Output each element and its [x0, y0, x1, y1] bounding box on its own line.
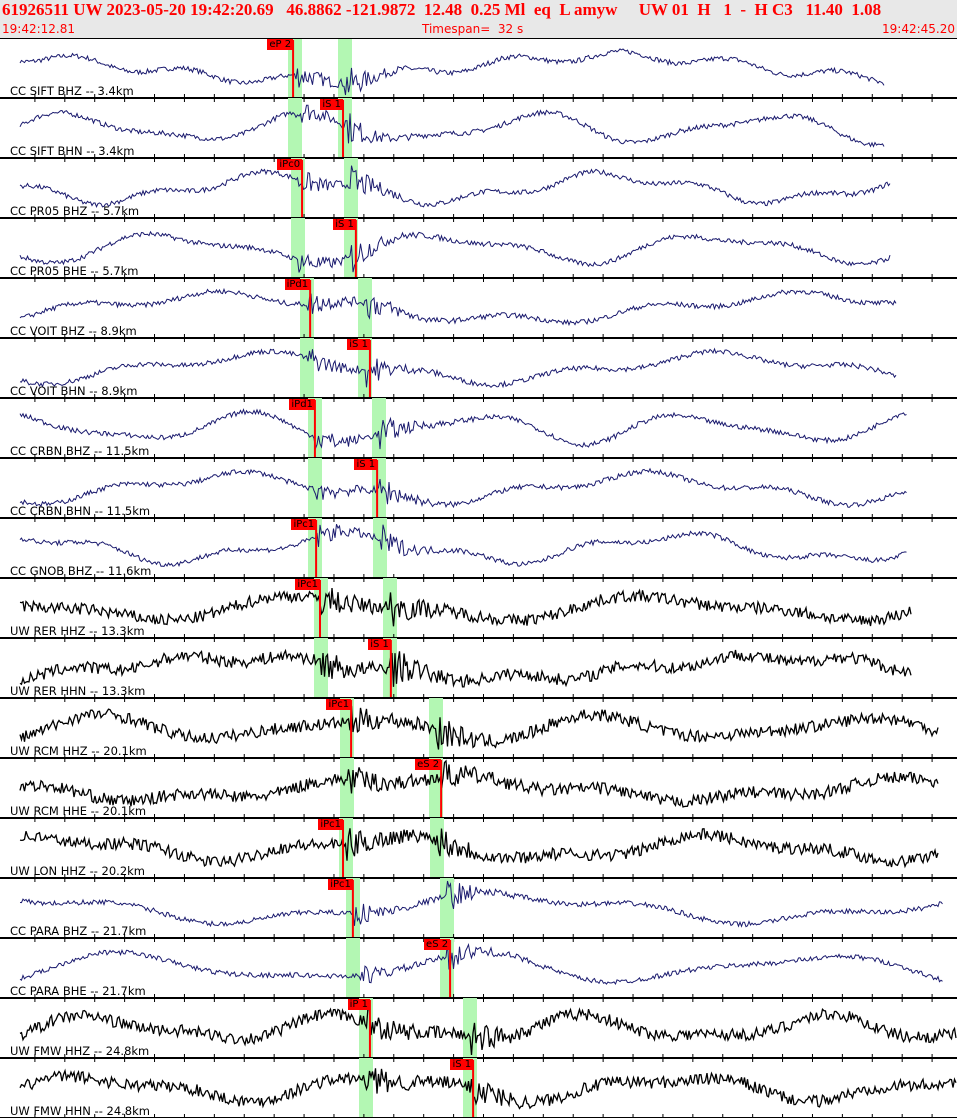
- pick-label[interactable]: iS 1: [368, 639, 391, 650]
- waveform: [19, 48, 885, 96]
- s-window: [372, 458, 386, 518]
- p-window: [291, 218, 305, 278]
- s-window: [344, 158, 358, 218]
- pick-label[interactable]: iP 1: [347, 999, 370, 1010]
- event-summary: 61926511 UW 2023-05-20 19:42:20.69 46.88…: [2, 0, 882, 19]
- waveform: [19, 759, 939, 808]
- pick-label[interactable]: iPc1: [328, 879, 353, 890]
- trace-label: UW FMW HHZ -- 24.8km: [10, 1044, 150, 1058]
- trace-label: UW RCM HHZ -- 20.1km: [10, 744, 147, 758]
- waveform: [19, 347, 897, 389]
- trace-6[interactable]: [19, 338, 897, 398]
- s-window: [358, 278, 372, 338]
- trace-4[interactable]: [19, 218, 891, 278]
- trace-label: UW RER HHN -- 13.3km: [10, 684, 146, 698]
- waveform: [19, 104, 885, 148]
- event-header: 61926511 UW 2023-05-20 19:42:20.69 46.88…: [0, 0, 957, 38]
- pick-label[interactable]: iPc1: [291, 519, 317, 530]
- pick-label[interactable]: iPc1: [318, 819, 344, 830]
- trace-label: CC VOIT BHN -- 8.9km: [10, 384, 138, 398]
- pick-label[interactable]: eS 2: [424, 939, 451, 950]
- pick-label[interactable]: iS 1: [333, 219, 356, 230]
- trace-12[interactable]: [19, 698, 939, 758]
- trace-label: CC CRBN BHN -- 11.5km: [10, 504, 151, 518]
- p-window: [288, 98, 302, 158]
- trace-label: UW RER HHZ -- 13.3km: [10, 624, 145, 638]
- p-window: [300, 338, 314, 398]
- waveform: [19, 524, 907, 567]
- pick-label[interactable]: eS 2: [415, 759, 442, 770]
- waveform: [19, 467, 907, 509]
- waveform: [19, 880, 943, 928]
- s-window: [463, 998, 477, 1058]
- waveform: [19, 165, 891, 208]
- trace-label: UW RCM HHE -- 20.1km: [10, 804, 147, 818]
- trace-label: CC SIFT BHN -- 3.4km: [10, 144, 135, 158]
- waveform: [19, 230, 891, 273]
- s-window: [358, 338, 372, 398]
- trace-label: CC PR05 BHE -- 5.7km: [10, 264, 139, 278]
- waveform: [19, 705, 939, 750]
- trace-18[interactable]: [19, 1058, 957, 1118]
- pick-label[interactable]: iPc0: [277, 159, 303, 170]
- pick-label[interactable]: iPd1: [289, 399, 315, 410]
- seismogram-panel[interactable]: CC SIFT BHZ -- 3.4km eP 2 CC SIFT BHN -- 3…: [0, 38, 957, 1118]
- pick-label[interactable]: iPc1: [326, 699, 352, 710]
- s-window: [338, 38, 352, 98]
- trace-11[interactable]: [19, 638, 912, 698]
- waveform: [19, 1068, 957, 1110]
- waveform: [19, 1005, 957, 1056]
- trace-8[interactable]: [19, 458, 907, 518]
- waveform: [19, 827, 939, 869]
- trace-10[interactable]: [19, 578, 912, 638]
- waveform: [19, 943, 943, 986]
- s-window: [372, 398, 386, 458]
- waveform: [19, 287, 897, 327]
- trace-13[interactable]: [19, 758, 939, 818]
- trace-3[interactable]: [19, 158, 891, 218]
- trace-label: CC PARA BHE -- 21.7km: [10, 984, 146, 998]
- trace-17[interactable]: [19, 998, 957, 1058]
- trace-14[interactable]: [19, 818, 939, 878]
- p-window: [308, 458, 322, 518]
- pick-label[interactable]: iS 1: [450, 1059, 474, 1070]
- trace-16[interactable]: [19, 938, 943, 998]
- timespan: Timespan= 32 s: [422, 22, 524, 36]
- trace-9[interactable]: [19, 518, 907, 578]
- trace-label: UW LON HHZ -- 20.2km: [10, 864, 146, 878]
- pick-label[interactable]: iPd1: [284, 279, 311, 290]
- trace-15[interactable]: [19, 878, 943, 938]
- end-time: 19:42:45.20: [882, 22, 955, 36]
- trace-label: CC SIFT BHZ -- 3.4km: [10, 84, 134, 98]
- trace-label: CC GNOB BHZ -- 11.6km: [10, 564, 152, 578]
- s-window: [373, 518, 387, 578]
- start-time: 19:42:12.81: [2, 22, 75, 36]
- trace-label: CC CRBN BHZ -- 11.5km: [10, 444, 150, 458]
- s-window: [429, 698, 443, 758]
- s-window: [440, 878, 454, 938]
- p-window: [340, 758, 354, 818]
- trace-label: CC PR05 BHZ -- 5.7km: [10, 204, 140, 218]
- trace-5[interactable]: [19, 278, 897, 338]
- p-window: [346, 938, 360, 998]
- trace-7[interactable]: [19, 398, 907, 458]
- s-window: [429, 758, 443, 818]
- waveform: [19, 648, 912, 688]
- pick-label[interactable]: iS 1: [347, 339, 370, 350]
- trace-2[interactable]: [19, 98, 885, 158]
- waveform: [19, 587, 912, 627]
- trace-label: UW FMW HHN -- 24.8km: [10, 1104, 150, 1118]
- waveform: [19, 408, 907, 451]
- p-window: [308, 518, 322, 578]
- s-window: [430, 818, 444, 878]
- pick-label[interactable]: iPc1: [295, 579, 320, 590]
- pick-label[interactable]: eP 2: [267, 39, 294, 50]
- pick-label[interactable]: iS 1: [354, 459, 378, 470]
- trace-1[interactable]: [19, 38, 885, 98]
- pick-label[interactable]: iS 1: [320, 99, 344, 110]
- trace-label: CC PARA BHZ -- 21.7km: [10, 924, 147, 938]
- trace-label: CC VOIT BHZ -- 8.9km: [10, 324, 137, 338]
